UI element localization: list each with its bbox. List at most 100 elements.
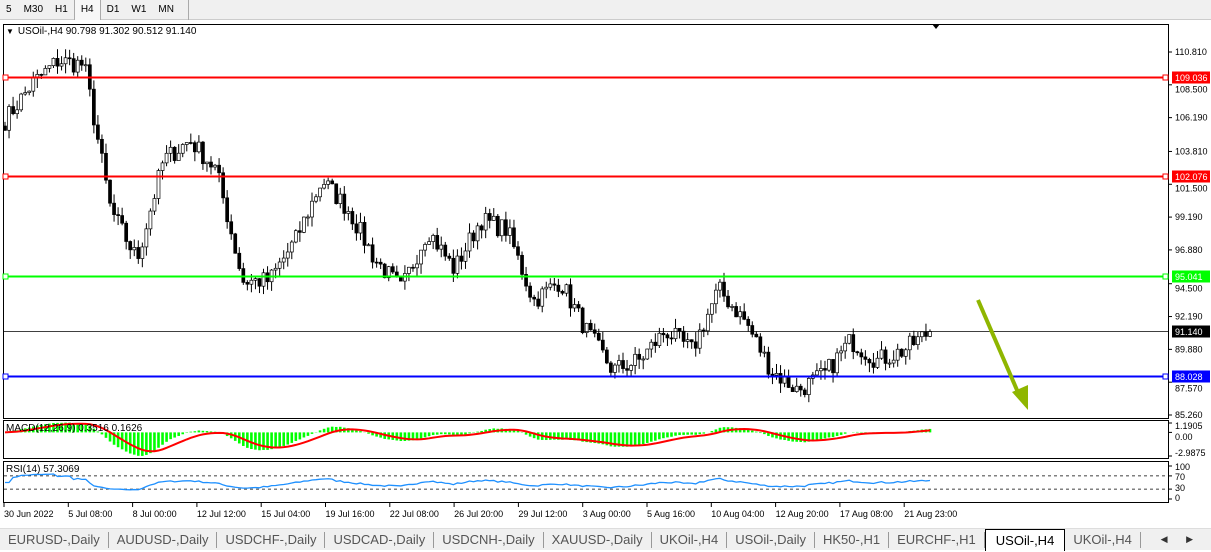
price-tag-label: 88.028	[1175, 372, 1203, 382]
candle-body	[916, 337, 919, 345]
candle-body	[44, 68, 47, 75]
line-handle[interactable]	[3, 75, 8, 80]
macd-bar	[711, 431, 714, 432]
line-handle[interactable]	[3, 274, 8, 279]
timeframe-M30[interactable]: M30	[18, 0, 49, 20]
candle-body	[912, 336, 915, 344]
macd-bar	[141, 432, 144, 456]
macd-bar	[650, 432, 653, 441]
line-handle[interactable]	[1163, 174, 1168, 179]
chart-tab[interactable]: HK50-,H1	[815, 532, 889, 548]
candle-body	[347, 211, 350, 213]
candle-body	[327, 181, 330, 184]
macd-bar	[173, 432, 176, 437]
symbol-info: ▼USOil-,H4 90.798 91.302 90.512 91.140	[6, 26, 196, 37]
candle-body	[856, 352, 859, 353]
line-handle[interactable]	[1163, 75, 1168, 80]
chart-tab[interactable]: USOil-,Daily	[727, 532, 815, 548]
candle-body	[294, 231, 297, 242]
timeframe-5[interactable]: 5	[0, 0, 18, 20]
candle-body	[428, 242, 431, 245]
candle-body	[286, 252, 289, 258]
chart-tab[interactable]: UKOil-,H4	[1065, 532, 1141, 548]
candle-body	[900, 349, 903, 356]
chart-tab[interactable]: USDCHF-,Daily	[217, 532, 325, 548]
macd-bar	[274, 432, 277, 448]
candle-body	[690, 340, 693, 342]
candle-body	[242, 269, 245, 283]
chart-tab[interactable]: XAUUSD-,Daily	[544, 532, 652, 548]
time-label: 3 Aug 00:00	[583, 509, 631, 519]
macd-scale-label: -2.9875	[1175, 448, 1206, 458]
line-handle[interactable]	[1163, 274, 1168, 279]
candle-body	[722, 282, 725, 296]
timeframe-MN[interactable]: MN	[152, 0, 180, 20]
chart-tab[interactable]: USDCAD-,Daily	[325, 532, 434, 548]
chart-tab[interactable]: USOil-,H4	[985, 529, 1066, 551]
macd-bar	[820, 432, 823, 439]
candle-body	[177, 153, 180, 160]
candle-body	[836, 353, 839, 373]
line-handle[interactable]	[3, 174, 8, 179]
price-label: 92.190	[1175, 312, 1203, 322]
candle-body	[589, 323, 592, 330]
macd-bar	[133, 432, 136, 454]
macd-bar	[690, 432, 693, 434]
tab-scroll-arrows[interactable]: ◀ ▶	[1161, 534, 1201, 545]
macd-bar	[355, 431, 358, 433]
macd-bar	[444, 432, 447, 434]
candle-body	[775, 373, 778, 375]
chart-tab[interactable]: EURCHF-,H1	[889, 532, 985, 548]
macd-bar	[250, 432, 253, 449]
candle-body	[508, 228, 511, 236]
candle-body	[8, 107, 11, 131]
candle-body	[181, 144, 184, 153]
chart-tab[interactable]: AUDUSD-,Daily	[109, 532, 218, 548]
candle-body	[331, 181, 334, 184]
timeframe-H1[interactable]: H1	[49, 0, 74, 20]
candle-body	[4, 126, 7, 130]
macd-bar	[327, 428, 330, 433]
line-handle[interactable]	[1163, 374, 1168, 379]
dropdown-triangle-icon[interactable]: ▼	[6, 27, 14, 36]
macd-bar	[286, 432, 289, 444]
candle-body	[516, 247, 519, 256]
candle-body	[121, 216, 124, 224]
macd-scale-label: 0.00	[1175, 432, 1193, 442]
candle-body	[929, 331, 932, 336]
candle-body	[48, 66, 51, 69]
candle-body	[149, 211, 152, 229]
candle-body	[359, 222, 362, 233]
candle-body	[468, 233, 471, 251]
candle-body	[351, 211, 354, 223]
candle-body	[561, 291, 564, 293]
candle-body	[771, 374, 774, 375]
candle-body	[210, 162, 213, 167]
line-handle[interactable]	[3, 374, 8, 379]
candle-body	[407, 267, 410, 273]
price-chart[interactable]: 110.810108.500106.190103.810101.50099.19…	[0, 21, 1211, 528]
chart-tab[interactable]: UKOil-,H4	[652, 532, 728, 548]
macd-bar	[190, 432, 193, 433]
candle-body	[674, 328, 677, 338]
candle-body	[133, 247, 136, 249]
chart-tab[interactable]: USDCNH-,Daily	[434, 532, 543, 548]
macd-bar	[630, 432, 633, 446]
timeframe-W1[interactable]: W1	[125, 0, 152, 20]
candle-body	[815, 371, 818, 375]
candle-body	[634, 354, 637, 365]
candle-body	[492, 216, 495, 220]
timeframe-H4[interactable]: H4	[74, 0, 101, 20]
candle-body	[165, 153, 168, 163]
macd-bar	[816, 432, 819, 440]
macd-bar	[194, 431, 197, 432]
down-arrow-icon[interactable]	[978, 300, 1020, 397]
macd-bar	[198, 430, 201, 432]
candle-body	[302, 217, 305, 232]
timeframe-D1[interactable]: D1	[101, 0, 126, 20]
candle-body	[250, 280, 253, 284]
candle-body	[129, 241, 132, 249]
chart-tab[interactable]: EURUSD-,Daily	[0, 532, 109, 548]
candle-body	[630, 365, 633, 370]
macd-bar	[662, 432, 665, 438]
